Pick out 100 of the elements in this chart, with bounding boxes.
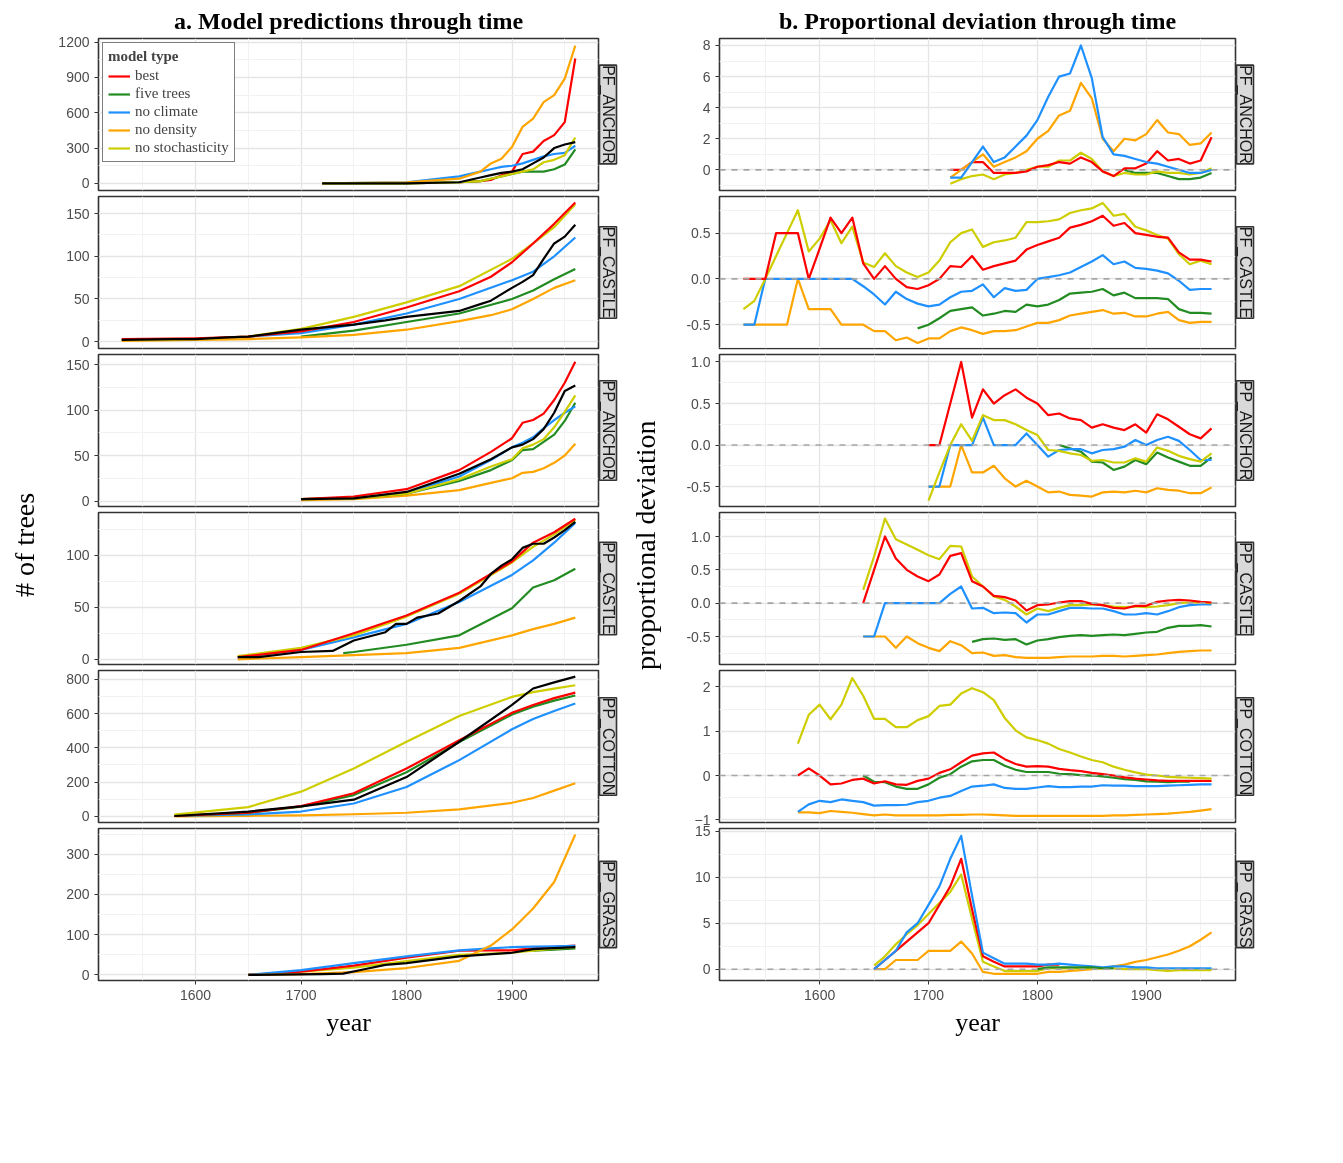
line-series (970, 624, 1213, 646)
y-tick-label: 6 (702, 68, 711, 85)
line-series (236, 616, 577, 661)
line-series (862, 585, 1213, 638)
y-tick-label: 100 (66, 926, 90, 943)
x-tick-label: 1800 (1021, 986, 1054, 1003)
line-series (862, 758, 1191, 790)
line-series (1058, 443, 1213, 472)
line-series (742, 254, 1213, 326)
y-axis-title: proportional deviation (629, 420, 662, 670)
line-series (927, 360, 1213, 447)
line-series (120, 279, 577, 342)
text: PP_GRASS (598, 861, 617, 948)
y-tick-label: 800 (66, 671, 90, 688)
line-series (949, 151, 1213, 185)
y-tick-label: 0 (81, 175, 90, 192)
legend-label: no climate (135, 103, 198, 120)
line-series (247, 236, 577, 338)
y-tick-label: 0.0 (691, 437, 711, 454)
y-tick-label: 600 (66, 104, 90, 121)
line-series (862, 517, 1213, 616)
x-tick-label: 1800 (390, 986, 423, 1003)
y-tick-label: 0.0 (691, 595, 711, 612)
line-series (742, 201, 1213, 311)
text: PP_CASTLE (598, 542, 617, 635)
legend-label: no stochasticity (135, 139, 229, 156)
line-series (299, 442, 577, 502)
y-tick-label: -0.5 (686, 316, 711, 333)
y-tick-label: 150 (66, 205, 90, 222)
text: PP_COTTON (1235, 697, 1254, 796)
y-tick-label: 1200 (58, 34, 90, 51)
y-tick-label: 0 (702, 961, 711, 978)
y-tick-label: 0.5 (691, 225, 711, 242)
chart-subtitle: a. Model predictions through time (173, 7, 524, 34)
text: PP_CASTLE (1235, 542, 1254, 635)
y-tick-label: 0 (81, 966, 90, 983)
y-tick-label: 8 (702, 37, 711, 54)
y-tick-label: 5 (702, 915, 711, 932)
x-tick-label: 1700 (912, 986, 945, 1003)
line-series (916, 287, 1213, 330)
y-tick-label: 0 (81, 333, 90, 350)
y-tick-label: 0 (81, 651, 90, 668)
line-series (796, 751, 1213, 786)
y-tick-label: 1 (702, 723, 711, 740)
y-tick-label: 2 (702, 678, 711, 695)
legend-label: best (135, 67, 160, 84)
line-series (872, 873, 1213, 973)
line-series (927, 414, 1213, 502)
text: PF_ANCHOR (1235, 65, 1254, 164)
y-tick-label: 0.5 (691, 395, 711, 412)
x-tick-label: 1600 (179, 986, 212, 1003)
line-series (796, 783, 1213, 813)
line-series (342, 567, 577, 655)
line-series (299, 267, 577, 338)
y-tick-label: 50 (73, 290, 90, 307)
text: PF_CASTLE (1235, 226, 1254, 319)
text: PP_ANCHOR (598, 380, 617, 481)
line-series (796, 808, 1213, 817)
y-tick-label: 300 (66, 140, 90, 157)
y-tick-label: -0.5 (686, 628, 711, 645)
y-tick-label: 4 (702, 99, 711, 116)
y-tick-label: 100 (66, 547, 90, 564)
line-series (872, 931, 1213, 975)
text: PF_CASTLE (598, 226, 617, 319)
chart-subtitle: b. Proportional deviation through time (778, 7, 1177, 34)
y-tick-label: 0.0 (691, 270, 711, 287)
y-tick-label: 0 (702, 767, 711, 784)
x-tick-label: 1900 (1130, 986, 1163, 1003)
legend-label: no density (135, 121, 198, 138)
y-tick-label: 150 (66, 356, 90, 373)
y-tick-label: 600 (66, 705, 90, 722)
y-tick-label: 300 (66, 846, 90, 863)
line-series (1123, 168, 1213, 181)
y-tick-label: 2 (702, 130, 711, 147)
line-series (796, 676, 1213, 780)
x-tick-label: 1700 (285, 986, 317, 1003)
y-tick-label: 900 (66, 69, 90, 86)
y-tick-label: 10 (694, 869, 711, 886)
legend-label: five trees (135, 85, 191, 102)
y-tick-label: 0.5 (691, 561, 711, 578)
y-tick-label: 0 (702, 161, 711, 178)
text: PP_GRASS (1235, 861, 1254, 948)
x-tick-label: 1600 (804, 986, 836, 1003)
x-tick-label: 1900 (496, 986, 528, 1003)
line-series (949, 81, 1213, 179)
y-tick-label: 100 (66, 402, 90, 419)
y-tick-label: 400 (66, 739, 90, 756)
line-series (742, 214, 1213, 291)
y-tick-label: -0.5 (686, 478, 711, 495)
y-tick-label: 100 (66, 248, 90, 265)
y-tick-label: 1.0 (691, 528, 711, 545)
text: PP_COTTON (598, 697, 617, 796)
y-tick-label: 1.0 (691, 353, 711, 370)
text: PP_ANCHOR (1235, 380, 1254, 481)
line-series (872, 834, 1213, 971)
y-tick-label: 50 (73, 599, 90, 616)
legend-title: model type (108, 48, 180, 65)
y-axis-title: # of trees (8, 492, 41, 598)
y-tick-label: 0 (81, 493, 90, 510)
line-series (927, 416, 1213, 488)
